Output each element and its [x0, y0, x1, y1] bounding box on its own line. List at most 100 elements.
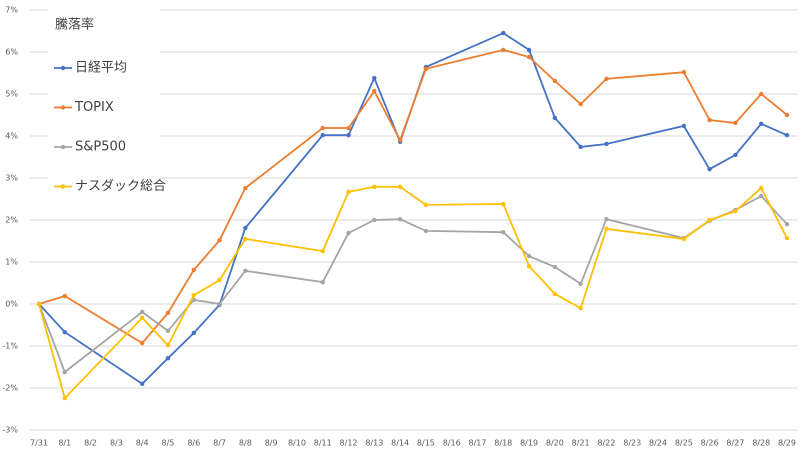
data-point: [191, 267, 196, 273]
x-tick-label: 8/14: [391, 439, 409, 448]
data-point: [707, 166, 712, 172]
data-point: [501, 201, 506, 207]
data-point: [578, 144, 583, 150]
data-point: [346, 189, 351, 195]
data-point: [320, 279, 325, 285]
data-point: [346, 230, 351, 236]
x-tick-label: 8/21: [572, 439, 590, 448]
y-tick-label: 7%: [5, 6, 18, 15]
data-point: [372, 75, 377, 81]
x-tick-label: 8/7: [213, 439, 226, 448]
x-tick-label: 8/17: [468, 439, 486, 448]
x-tick-label: 8/16: [443, 439, 461, 448]
x-tick-label: 8/25: [675, 439, 693, 448]
data-point: [681, 236, 687, 242]
data-point: [165, 342, 171, 348]
legend-label: S&P500: [75, 140, 126, 155]
data-point: [165, 328, 171, 334]
data-point: [681, 123, 687, 129]
x-tick-label: 8/8: [239, 439, 252, 448]
x-tick-label: 8/12: [340, 439, 358, 448]
legend-title: 騰落率: [55, 17, 94, 33]
legend-label: ナスダック総合: [75, 179, 166, 194]
data-point: [501, 229, 506, 235]
data-point: [526, 264, 532, 269]
data-point: [423, 228, 429, 234]
data-point: [526, 47, 532, 53]
data-point: [397, 184, 403, 190]
series-line: [38, 185, 788, 400]
x-tick-label: 8/29: [778, 439, 796, 448]
data-point: [604, 216, 609, 222]
legend-marker: [60, 144, 66, 150]
data-point: [320, 248, 325, 254]
data-point: [759, 121, 764, 127]
data-point: [784, 112, 790, 118]
data-point: [501, 47, 506, 53]
data-point: [139, 315, 145, 321]
legend-label: TOPIX: [74, 100, 114, 115]
data-point: [62, 369, 67, 375]
data-point: [139, 309, 145, 315]
y-tick-label: -2%: [2, 384, 18, 393]
legend-marker: [60, 105, 66, 110]
data-point: [526, 253, 532, 259]
x-tick-label: 8/28: [752, 439, 770, 448]
data-point: [217, 277, 222, 283]
data-point: [372, 184, 377, 190]
data-point: [217, 301, 222, 307]
data-point: [243, 236, 248, 242]
data-point: [759, 193, 764, 199]
y-tick-label: 2%: [5, 216, 18, 225]
y-tick-label: 0%: [5, 300, 18, 309]
data-point: [165, 355, 171, 361]
data-point: [784, 222, 790, 227]
x-tick-label: 8/9: [265, 439, 278, 448]
data-point: [681, 69, 687, 75]
data-point: [243, 185, 248, 191]
x-tick-label: 8/26: [701, 439, 719, 448]
data-point: [707, 217, 712, 223]
legend-marker: [60, 65, 66, 71]
x-tick-label: 8/11: [314, 439, 332, 448]
series-line: [38, 48, 788, 345]
data-point: [397, 216, 403, 222]
data-point: [397, 138, 403, 143]
data-point: [217, 237, 222, 243]
y-tick-label: 6%: [5, 48, 18, 57]
x-tick-label: 8/23: [623, 439, 641, 448]
data-point: [759, 91, 764, 97]
x-tick-label: 8/6: [187, 439, 200, 448]
data-point: [552, 115, 558, 121]
data-point: [320, 132, 325, 138]
x-tick-label: 8/19: [520, 439, 538, 448]
legend-label: 日経平均: [75, 61, 127, 76]
data-point: [501, 30, 506, 36]
data-point: [139, 381, 145, 386]
x-tick-label: 8/13: [365, 439, 383, 448]
data-point: [578, 101, 583, 107]
data-point: [320, 125, 325, 131]
y-tick-label: 1%: [5, 258, 18, 267]
data-point: [62, 395, 67, 401]
x-tick-label: 8/5: [162, 439, 175, 448]
data-point: [578, 306, 583, 311]
x-tick-label: 8/24: [649, 439, 667, 448]
x-tick-label: 8/15: [417, 439, 435, 448]
data-point: [552, 291, 558, 297]
y-tick-label: -3%: [2, 426, 18, 435]
data-point: [552, 78, 558, 84]
y-tick-label: 5%: [5, 90, 18, 99]
data-point: [423, 66, 429, 72]
data-point: [733, 120, 738, 126]
data-point: [707, 117, 712, 123]
data-point: [62, 293, 67, 299]
data-point: [372, 217, 377, 223]
x-tick-label: 8/27: [726, 439, 744, 448]
data-point: [346, 125, 351, 131]
data-point: [733, 152, 738, 158]
data-point: [423, 202, 429, 208]
x-tick-label: 8/4: [136, 439, 149, 448]
y-tick-label: 4%: [5, 132, 18, 141]
